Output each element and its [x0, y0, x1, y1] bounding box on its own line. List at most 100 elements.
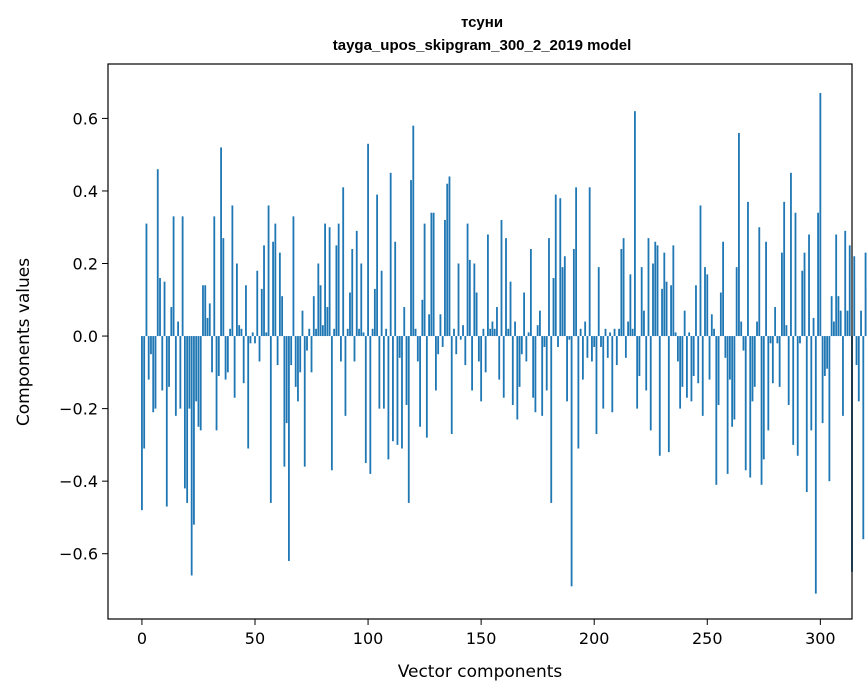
bar-63 [283, 336, 286, 467]
bar-216 [629, 274, 632, 337]
bar-27 [202, 285, 204, 337]
bar-98 [362, 332, 365, 337]
bar-196 [584, 321, 587, 337]
bar-28 [204, 285, 207, 337]
bar-22 [190, 336, 193, 576]
bar-126 [425, 336, 428, 438]
bar-157 [496, 307, 498, 337]
bar-313 [848, 245, 851, 337]
bar-158 [498, 336, 501, 380]
bar-240 [683, 310, 686, 337]
chart-subtitle: tayga_upos_skipgram_300_2_2019 model [333, 37, 632, 54]
bar-292 [801, 270, 804, 337]
bar-187 [563, 256, 566, 337]
x-tick-label: 200 [579, 629, 610, 648]
bar-64 [285, 336, 288, 424]
bar-194 [579, 328, 582, 337]
bar-1 [143, 336, 146, 449]
bar-89 [342, 187, 345, 337]
bar-268 [747, 201, 749, 337]
bar-117 [405, 336, 408, 405]
bar-9 [161, 336, 164, 391]
bar-203 [600, 336, 602, 347]
bar-124 [421, 299, 424, 337]
x-tick-label: 250 [692, 629, 723, 648]
bar-250 [706, 274, 709, 337]
bar-201 [595, 336, 598, 434]
bar-238 [679, 336, 682, 409]
bar-289 [794, 212, 797, 337]
bar-123 [419, 336, 421, 427]
bar-116 [403, 307, 406, 337]
bar-310 [842, 336, 844, 416]
bar-185 [559, 198, 562, 337]
bar-115 [401, 336, 403, 449]
bar-155 [491, 321, 494, 337]
bar-315 [853, 256, 856, 337]
bar-119 [410, 180, 412, 337]
bar-168 [520, 336, 523, 355]
bar-280 [774, 307, 777, 337]
bar-306 [833, 321, 835, 337]
bar-247 [699, 205, 702, 337]
x-tick-label: 150 [466, 629, 497, 648]
bar-60 [276, 336, 279, 366]
bar-137 [450, 336, 453, 434]
bar-18 [181, 216, 184, 337]
bar-308 [837, 296, 840, 337]
bar-31 [211, 336, 213, 373]
bar-205 [604, 328, 607, 337]
bar-251 [708, 336, 711, 380]
bar-312 [846, 310, 849, 337]
bar-199 [591, 336, 593, 362]
bar-0 [141, 336, 143, 511]
bar-286 [787, 336, 790, 405]
bar-166 [516, 336, 519, 420]
bar-260 [728, 336, 731, 380]
bar-270 [751, 336, 754, 402]
bar-102 [371, 328, 374, 337]
bar-96 [358, 328, 360, 337]
bar-34 [217, 336, 220, 376]
bar-19 [183, 336, 186, 489]
bar-276 [765, 241, 767, 337]
bar-258 [724, 336, 727, 358]
bar-303 [826, 336, 829, 369]
bar-11 [165, 336, 168, 507]
bar-20 [186, 336, 189, 503]
bar-40 [231, 205, 234, 337]
bar-90 [344, 336, 347, 416]
y-axis-ticks: −0.6 −0.4 −0.2 0.0 0.2 0.4 0.6 [59, 109, 108, 564]
bar-320 [864, 252, 867, 337]
bar-307 [835, 234, 838, 337]
bar-46 [245, 285, 247, 337]
bar-62 [281, 296, 284, 337]
bar-293 [803, 252, 806, 337]
bar-21 [188, 336, 191, 409]
bar-26 [199, 336, 202, 431]
y-tick-label: −0.6 [59, 545, 98, 564]
bar-125 [423, 223, 426, 337]
bar-214 [624, 336, 627, 358]
bar-272 [756, 321, 758, 337]
bar-44 [240, 328, 243, 337]
bar-253 [713, 328, 715, 337]
bar-69 [297, 336, 299, 402]
bar-109 [387, 336, 390, 460]
chart-title: тсуни [461, 14, 503, 31]
bar-167 [518, 336, 521, 387]
bar-177 [541, 336, 544, 416]
bar-104 [376, 194, 379, 337]
bar-273 [758, 227, 761, 337]
bar-99 [364, 336, 367, 464]
bar-241 [686, 336, 688, 398]
bar-164 [511, 336, 514, 405]
y-tick-label: −0.2 [59, 400, 98, 419]
bar-242 [688, 332, 691, 337]
bar-234 [670, 285, 672, 337]
bar-7 [156, 169, 159, 337]
bar-249 [704, 267, 706, 337]
bar-25 [197, 336, 200, 427]
bar-285 [785, 325, 788, 337]
bar-80 [321, 325, 324, 337]
